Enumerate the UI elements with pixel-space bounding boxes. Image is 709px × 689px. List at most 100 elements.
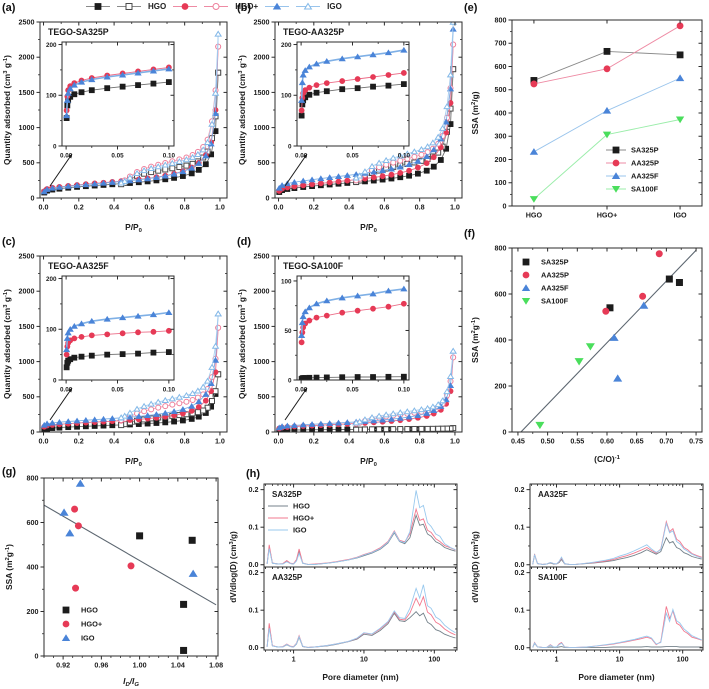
svg-text:0.0: 0.0 <box>249 560 259 569</box>
svg-text:0: 0 <box>288 377 292 384</box>
svg-text:2000: 2000 <box>19 53 35 62</box>
svg-text:TEGO-AA325P: TEGO-AA325P <box>283 27 344 37</box>
svg-text:600: 600 <box>495 289 507 298</box>
svg-text:800: 800 <box>495 243 507 252</box>
svg-text:AA325F: AA325F <box>541 284 569 293</box>
svg-text:0.60: 0.60 <box>600 437 614 446</box>
svg-text:1.04: 1.04 <box>171 661 185 670</box>
panel-letter-g: (g) <box>2 466 17 478</box>
panel-letter-e: (e) <box>464 2 478 14</box>
svg-text:100: 100 <box>495 178 507 187</box>
svg-text:200: 200 <box>27 607 39 616</box>
svg-text:50: 50 <box>284 328 292 335</box>
svg-text:1.0: 1.0 <box>450 203 460 212</box>
svg-text:IGO: IGO <box>293 526 307 535</box>
top-legend: HGO HGO+ IGO <box>86 0 342 13</box>
svg-text:0.8: 0.8 <box>180 203 190 212</box>
svg-text:0.0: 0.0 <box>39 437 49 446</box>
svg-text:200: 200 <box>495 381 507 390</box>
svg-text:HGO+: HGO+ <box>597 211 618 220</box>
svg-text:0.50: 0.50 <box>541 437 555 446</box>
svg-text:800: 800 <box>495 15 507 24</box>
svg-text:0.96: 0.96 <box>94 661 108 670</box>
svg-text:0.6: 0.6 <box>379 203 389 212</box>
svg-text:SA100F: SA100F <box>541 297 569 306</box>
chart-e: HGO HGO+ IGO 0 100 200 300 400 500 600 700 800 SSA (… <box>470 15 703 220</box>
svg-text:0.2: 0.2 <box>515 485 525 494</box>
svg-text:200: 200 <box>46 276 57 283</box>
legend-label-igo: IGO <box>327 2 342 11</box>
svg-text:0.2: 0.2 <box>249 568 259 577</box>
svg-text:0.65: 0.65 <box>630 437 644 446</box>
svg-text:0: 0 <box>503 201 507 210</box>
chart-a-tego-sa325p: 0.0 0.2 0.4 0.6 0.8 1.005001000150020002500TE… <box>2 17 228 234</box>
svg-text:0.0: 0.0 <box>515 560 525 569</box>
svg-text:0.1: 0.1 <box>515 523 525 532</box>
svg-text:400: 400 <box>495 108 507 117</box>
svg-text:2000: 2000 <box>254 53 270 62</box>
svg-text:0.4: 0.4 <box>109 437 119 446</box>
svg-text:700: 700 <box>495 39 507 48</box>
svg-text:0.6: 0.6 <box>144 203 154 212</box>
svg-text:0.00: 0.00 <box>295 153 308 160</box>
svg-text:500: 500 <box>258 158 270 167</box>
svg-text:HGO: HGO <box>526 211 543 220</box>
svg-text:1: 1 <box>555 655 559 664</box>
svg-text:1500: 1500 <box>19 88 35 97</box>
svg-text:0.05: 0.05 <box>111 387 124 394</box>
chart-f: 0.45 0.50 0.55 0.60 0.65 0.70 0.75 0 200 400 600 80… <box>470 243 703 464</box>
svg-text:0.6: 0.6 <box>379 437 389 446</box>
svg-text:TEGO-AA325F: TEGO-AA325F <box>48 261 109 271</box>
svg-text:dV/dlog(D) (cm3/g): dV/dlog(D) (cm3/g) <box>229 531 238 603</box>
svg-text:0.00: 0.00 <box>60 387 73 394</box>
svg-text:Quantity adsorbed (cm3 g-1): Quantity adsorbed (cm3 g-1) <box>237 55 247 165</box>
svg-text:SA325P: SA325P <box>541 258 569 267</box>
svg-text:1500: 1500 <box>19 322 35 331</box>
chart-c-tego-aa325f: 0.0 0.2 0.4 0.6 0.8 1.005001000150020002500TE… <box>2 251 228 468</box>
svg-text:SA100F: SA100F <box>538 573 567 582</box>
svg-text:2500: 2500 <box>19 17 35 26</box>
svg-text:0.2: 0.2 <box>515 568 525 577</box>
svg-text:0: 0 <box>31 193 35 202</box>
svg-text:Pore diameter (nm): Pore diameter (nm) <box>578 672 655 682</box>
svg-text:0.75: 0.75 <box>689 437 703 446</box>
svg-text:1.00: 1.00 <box>133 661 147 670</box>
svg-text:200: 200 <box>46 42 57 49</box>
svg-text:0.10: 0.10 <box>163 153 176 160</box>
svg-text:1000: 1000 <box>19 123 35 132</box>
svg-text:HGO: HGO <box>81 606 98 615</box>
svg-text:SSA (m2g-1): SSA (m2g-1) <box>470 317 480 363</box>
legend-marker-igo-filled <box>265 2 290 10</box>
svg-text:P/P0: P/P0 <box>360 456 378 468</box>
chart-g: 0.92 0.96 1.00 1.04 1.08 0 200 400 600 800 ID/IG SS… <box>4 473 223 687</box>
svg-text:2000: 2000 <box>254 287 270 296</box>
svg-text:600: 600 <box>495 62 507 71</box>
svg-text:800: 800 <box>27 473 39 482</box>
svg-text:100: 100 <box>281 278 292 285</box>
panel-letter-a: (a) <box>2 2 16 14</box>
svg-text:0: 0 <box>266 193 270 202</box>
svg-text:100: 100 <box>46 327 57 334</box>
svg-text:Quantity adsorbed (cm3 g-1): Quantity adsorbed (cm3 g-1) <box>2 55 12 165</box>
svg-text:0: 0 <box>53 377 57 384</box>
svg-text:0: 0 <box>266 427 270 436</box>
svg-text:AA325F: AA325F <box>631 172 659 181</box>
svg-text:HGO+: HGO+ <box>293 514 315 523</box>
svg-text:0.4: 0.4 <box>344 437 354 446</box>
legend-marker-igo-open <box>296 2 321 10</box>
svg-text:1500: 1500 <box>254 322 270 331</box>
svg-text:TEGO-SA325P: TEGO-SA325P <box>48 27 109 37</box>
svg-text:0: 0 <box>288 143 292 150</box>
svg-text:100: 100 <box>46 93 57 100</box>
svg-text:0.0: 0.0 <box>39 203 49 212</box>
svg-text:1000: 1000 <box>254 357 270 366</box>
svg-text:0.2: 0.2 <box>249 485 259 494</box>
svg-text:0.92: 0.92 <box>56 661 70 670</box>
svg-text:(C/O)-1: (C/O)-1 <box>594 454 620 464</box>
svg-text:0.1: 0.1 <box>515 606 525 615</box>
svg-text:400: 400 <box>495 335 507 344</box>
svg-text:0: 0 <box>503 427 507 436</box>
svg-text:SSA (m2/g): SSA (m2/g) <box>470 91 480 134</box>
svg-text:0.4: 0.4 <box>109 203 119 212</box>
svg-text:TEGO-SA100F: TEGO-SA100F <box>283 261 344 271</box>
